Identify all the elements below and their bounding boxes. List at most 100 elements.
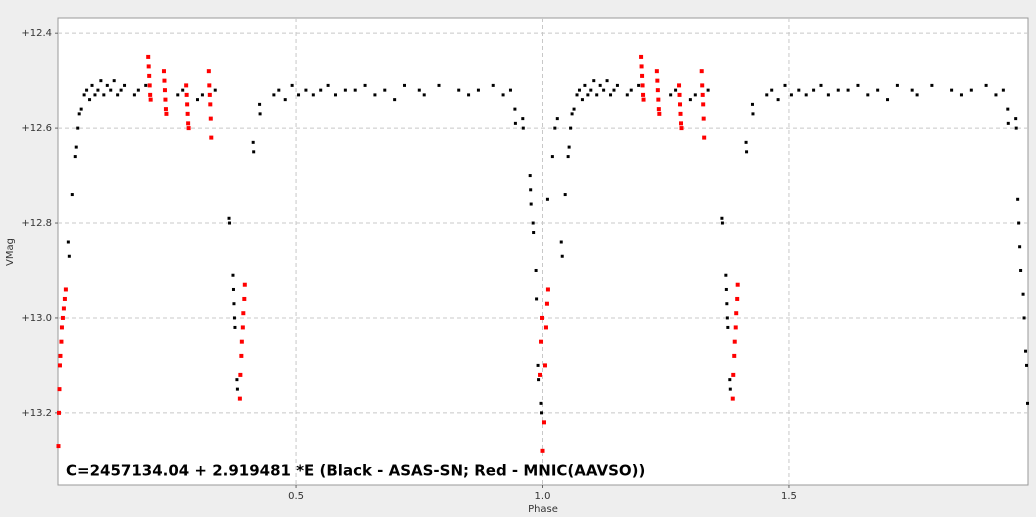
data-point [866, 93, 870, 97]
data-point [776, 98, 780, 102]
data-point [640, 83, 645, 88]
data-point [513, 107, 517, 111]
data-point [812, 88, 816, 92]
data-point [595, 93, 599, 97]
y-axis-label: VMag [5, 238, 16, 266]
data-point [60, 315, 65, 320]
data-point [63, 287, 68, 292]
data-point [745, 150, 749, 154]
data-point [536, 363, 540, 367]
data-point [148, 92, 153, 97]
data-point [602, 88, 606, 92]
data-point [67, 254, 71, 258]
data-point [701, 116, 706, 121]
data-point [437, 83, 441, 87]
data-point [163, 107, 168, 112]
data-point [726, 325, 730, 329]
data-point [422, 93, 426, 97]
data-point [797, 88, 801, 92]
data-point [164, 111, 169, 116]
data-point [804, 93, 808, 97]
data-point [566, 155, 570, 159]
data-point [1025, 363, 1029, 367]
data-point [702, 135, 707, 140]
data-point [819, 83, 823, 87]
data-point [724, 273, 728, 277]
data-point [563, 193, 567, 197]
data-point [235, 378, 239, 382]
data-point [586, 93, 590, 97]
data-point [59, 325, 64, 330]
data-point [629, 88, 633, 92]
data-point [540, 411, 544, 415]
data-point [669, 93, 673, 97]
data-point [176, 93, 180, 97]
data-point [836, 88, 840, 92]
data-point [132, 93, 136, 97]
data-point [605, 79, 609, 83]
data-point [163, 97, 168, 102]
data-point [674, 88, 678, 92]
data-point [147, 83, 152, 88]
data-point [534, 268, 538, 272]
data-point [750, 102, 754, 106]
data-point [304, 88, 308, 92]
data-point [363, 83, 367, 87]
data-point [258, 102, 262, 106]
data-point [144, 83, 148, 87]
data-point [119, 88, 123, 92]
data-point [930, 83, 934, 87]
data-point [238, 372, 243, 377]
data-point [99, 79, 103, 83]
data-point [560, 254, 564, 258]
data-point [227, 216, 231, 220]
data-point [654, 69, 659, 74]
data-point [1022, 316, 1026, 320]
data-point [501, 93, 505, 97]
data-point [555, 117, 559, 121]
data-point [228, 221, 232, 225]
data-point [57, 363, 62, 368]
data-point [240, 325, 245, 330]
data-point [540, 448, 545, 453]
data-point [535, 297, 539, 301]
data-point [242, 296, 247, 301]
data-point [402, 83, 406, 87]
data-point [116, 93, 120, 97]
data-point [239, 339, 244, 344]
y-tick-label: +12.4 [21, 28, 52, 39]
data-point [74, 145, 78, 149]
data-point [538, 372, 543, 377]
data-point [232, 316, 236, 320]
data-point [735, 296, 740, 301]
data-point [539, 339, 544, 344]
data-point [417, 88, 421, 92]
data-point [553, 126, 557, 130]
data-point [609, 93, 613, 97]
data-point [146, 54, 151, 59]
data-point [735, 282, 740, 287]
data-point [583, 83, 587, 87]
data-point [56, 410, 61, 415]
data-point [678, 102, 683, 107]
data-point [1001, 88, 1005, 92]
data-point [290, 83, 294, 87]
data-point [231, 287, 235, 291]
data-point [783, 83, 787, 87]
data-point [539, 401, 543, 405]
data-point [467, 93, 471, 97]
data-point [677, 83, 682, 88]
data-point [508, 88, 512, 92]
data-point [232, 302, 236, 306]
data-point [856, 83, 860, 87]
data-point [1014, 117, 1018, 121]
data-point [950, 88, 954, 92]
data-point [82, 93, 86, 97]
data-point [544, 301, 549, 306]
data-point [639, 64, 644, 69]
data-point [147, 73, 152, 78]
data-point [148, 97, 153, 102]
data-point [656, 107, 661, 112]
data-point [572, 107, 576, 111]
data-point [242, 282, 247, 287]
